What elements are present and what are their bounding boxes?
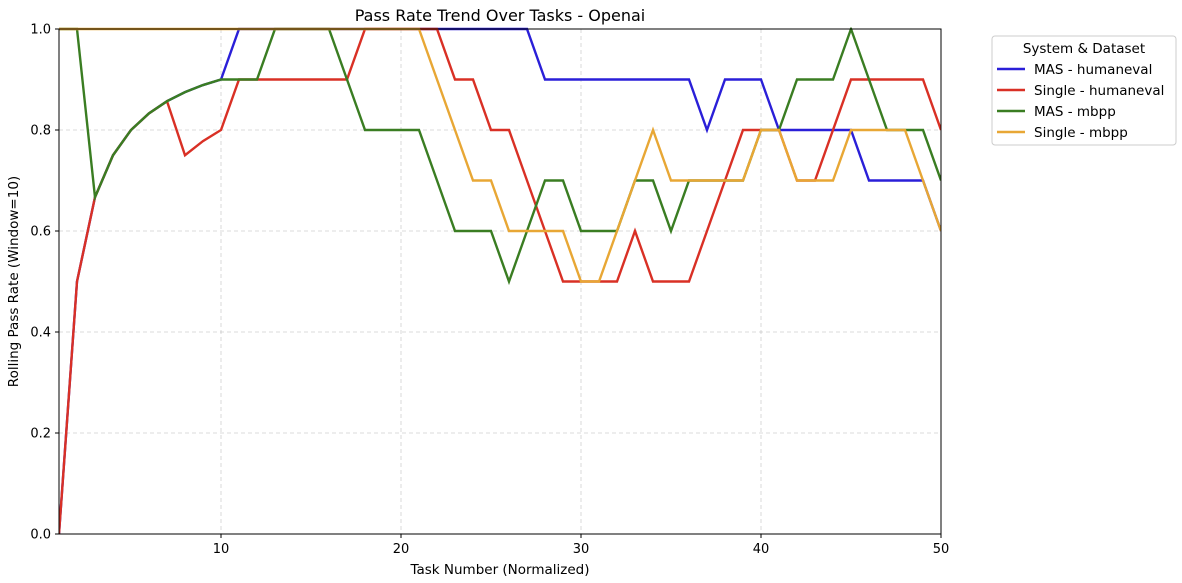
y-axis-label: Rolling Pass Rate (Window=10)	[6, 176, 22, 387]
y-tick-label: 0.8	[30, 124, 51, 139]
legend-items: MAS - humaneval Single - humaneval MAS - m…	[997, 62, 1164, 141]
chart-title: Pass Rate Trend Over Tasks - Openai	[355, 6, 646, 25]
plot-frame	[58, 28, 942, 535]
x-tick-label: 40	[753, 542, 770, 557]
y-tick-label: 0.0	[30, 528, 51, 543]
legend-title: System & Dataset	[1023, 41, 1145, 57]
x-tick-label: 10	[213, 542, 230, 557]
legend-entry-label: MAS - humaneval	[1034, 62, 1152, 78]
x-axis-label: Task Number (Normalized)	[409, 562, 589, 578]
legend-box	[991, 35, 1177, 146]
series-line-single-mbpp	[59, 27, 941, 283]
series-line-single-humaneval	[59, 27, 941, 535]
legend: System & Dataset MAS - humaneval Single -…	[991, 35, 1177, 146]
series-line-mas-mbpp	[59, 27, 941, 286]
axis-ticks: 10 20 30 40 50 0.0 0.2 0.4 0.6 0.8 1.0	[30, 23, 949, 558]
x-tick-label: 30	[573, 542, 590, 557]
grid	[59, 28, 942, 535]
legend-entry-label: Single - mbpp	[1034, 125, 1128, 141]
x-tick-label: 50	[933, 542, 950, 557]
y-tick-label: 0.4	[30, 326, 51, 341]
y-tick-label: 0.6	[30, 225, 51, 240]
series-lines	[59, 27, 941, 535]
legend-entry-label: MAS - mbpp	[1034, 104, 1116, 120]
y-tick-label: 1.0	[30, 23, 51, 38]
series-line-mas-humaneval	[59, 27, 941, 535]
x-tick-label: 20	[393, 542, 410, 557]
legend-entry-label: Single - humaneval	[1034, 83, 1164, 99]
y-tick-label: 0.2	[30, 427, 51, 442]
